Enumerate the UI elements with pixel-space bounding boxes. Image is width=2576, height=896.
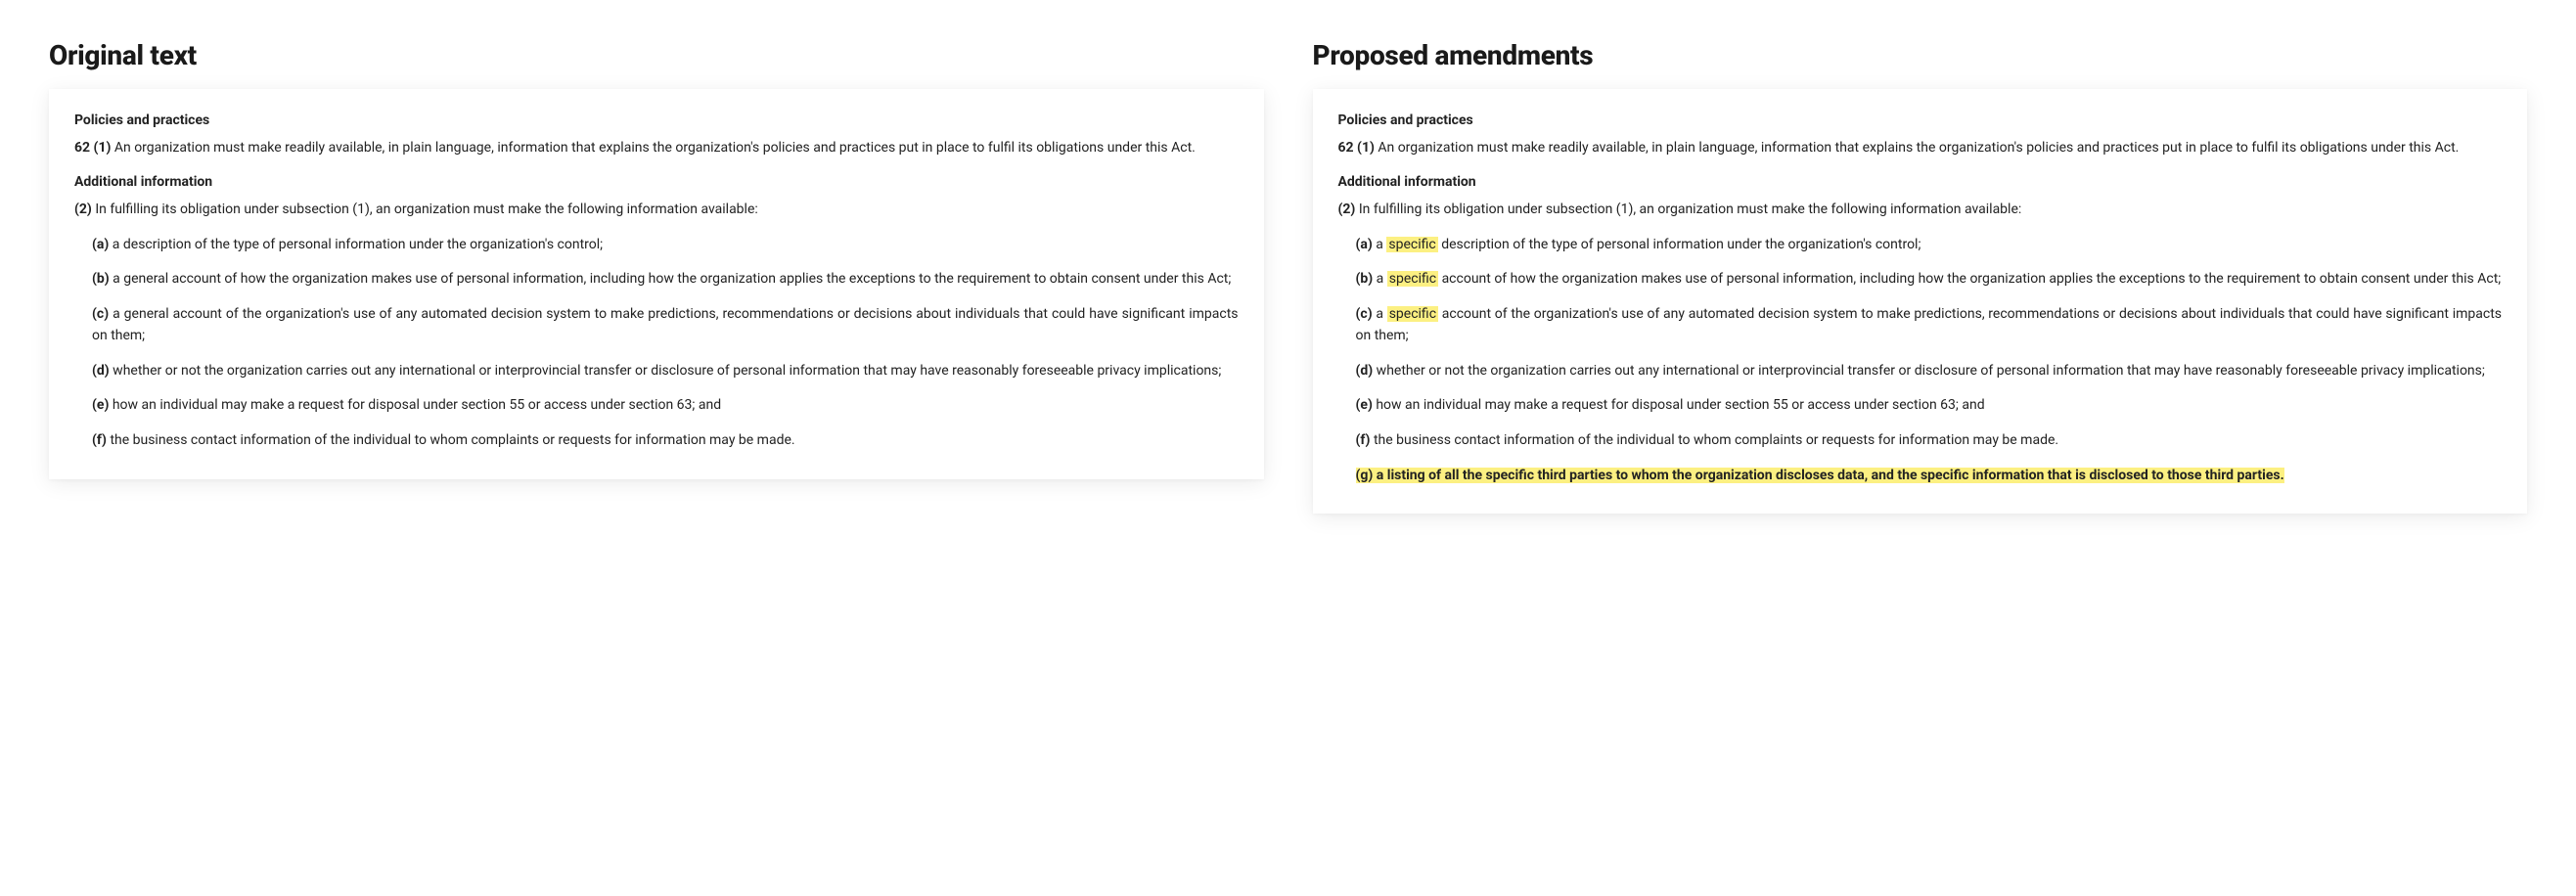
list-item: (d) whether or not the organization carr… [1356, 361, 2503, 382]
comparison-columns: Original text Policies and practices 62 … [49, 39, 2527, 514]
list-item: (d) whether or not the organization carr… [92, 361, 1239, 382]
item-post: account of how the organization makes us… [1438, 271, 2501, 287]
highlight-word: specific [1386, 237, 1437, 252]
prop-sec2-intro: (2) In fulfilling its obligation under s… [1338, 200, 2503, 221]
prop-items: (a) a specific description of the type o… [1338, 235, 2503, 487]
item-pre: a [1373, 306, 1387, 322]
list-item: (b) a specific account of how the organi… [1356, 269, 2503, 291]
prop-sec2-heading: Additional information [1338, 172, 2503, 194]
item-label: (f) [1356, 432, 1371, 448]
item-label: (a) [92, 237, 109, 252]
list-item: (f) the business contact information of … [1356, 430, 2503, 452]
orig-sec1-text: An organization must make readily availa… [111, 140, 1195, 156]
orig-sec1-heading: Policies and practices [74, 111, 1239, 132]
prop-sec1-heading: Policies and practices [1338, 111, 2503, 132]
original-title: Original text [49, 39, 1264, 71]
item-label: (e) [92, 397, 109, 413]
item-text: the business contact information of the … [107, 432, 795, 448]
orig-sec1-num: 62 (1) [74, 140, 111, 156]
item-label: (c) [92, 306, 109, 322]
item-text: a general account of how the organizatio… [110, 271, 1232, 287]
prop-sec1-num: 62 (1) [1338, 140, 1375, 156]
list-item: (a) a specific description of the type o… [1356, 235, 2503, 256]
list-item: (b) a general account of how the organiz… [92, 269, 1239, 291]
item-post: description of the type of personal info… [1438, 237, 1921, 252]
highlight-word: specific [1387, 306, 1438, 322]
item-label: (f) [92, 432, 107, 448]
proposed-card: Policies and practices 62 (1) An organiz… [1313, 89, 2528, 514]
orig-sec2-intro-text: In fulfilling its obligation under subse… [92, 202, 758, 217]
item-text: whether or not the organization carries … [1373, 363, 2485, 379]
item-text: how an individual may make a request for… [109, 397, 721, 413]
item-label: (a) [1356, 237, 1373, 252]
orig-sec2-num: (2) [74, 202, 92, 217]
proposed-column: Proposed amendments Policies and practic… [1313, 39, 2528, 514]
original-column: Original text Policies and practices 62 … [49, 39, 1264, 479]
prop-sec1-para: 62 (1) An organization must make readily… [1338, 138, 2503, 159]
item-text: a general account of the organization's … [92, 306, 1239, 343]
orig-sec2-intro: (2) In fulfilling its obligation under s… [74, 200, 1239, 221]
list-item: (c) a general account of the organizatio… [92, 304, 1239, 346]
list-item: (f) the business contact information of … [92, 430, 1239, 452]
item-text: whether or not the organization carries … [110, 363, 1222, 379]
original-card: Policies and practices 62 (1) An organiz… [49, 89, 1264, 479]
item-label: (b) [92, 271, 110, 287]
item-pre: a [1373, 237, 1387, 252]
orig-sec2-heading: Additional information [74, 172, 1239, 194]
item-label: (d) [1356, 363, 1374, 379]
item-text: a description of the type of personal in… [109, 237, 603, 252]
list-item: (e) how an individual may make a request… [92, 395, 1239, 417]
prop-sec2-num: (2) [1338, 202, 1356, 217]
orig-sec1-para: 62 (1) An organization must make readily… [74, 138, 1239, 159]
list-item: (e) how an individual may make a request… [1356, 395, 2503, 417]
highlight-word: specific [1387, 271, 1438, 287]
orig-items: (a) a description of the type of persona… [74, 235, 1239, 452]
item-label: (b) [1356, 271, 1374, 287]
item-label: (g) [1356, 468, 1374, 483]
prop-sec2-intro-text: In fulfilling its obligation under subse… [1355, 202, 2021, 217]
list-item: (g) a listing of all the specific third … [1356, 466, 2503, 487]
item-text: a listing of all the specific third part… [1373, 468, 2283, 483]
item-text: the business contact information of the … [1370, 432, 2058, 448]
item-post: account of the organization's use of any… [1356, 306, 2503, 343]
item-label: (c) [1356, 306, 1373, 322]
list-item: (a) a description of the type of persona… [92, 235, 1239, 256]
item-label: (d) [92, 363, 110, 379]
prop-sec1-text: An organization must make readily availa… [1375, 140, 2459, 156]
list-item: (c) a specific account of the organizati… [1356, 304, 2503, 346]
item-pre: a [1373, 271, 1387, 287]
highlight-block: (g) a listing of all the specific third … [1356, 468, 2284, 483]
item-text: how an individual may make a request for… [1373, 397, 1985, 413]
proposed-title: Proposed amendments [1313, 39, 2528, 71]
item-label: (e) [1356, 397, 1373, 413]
